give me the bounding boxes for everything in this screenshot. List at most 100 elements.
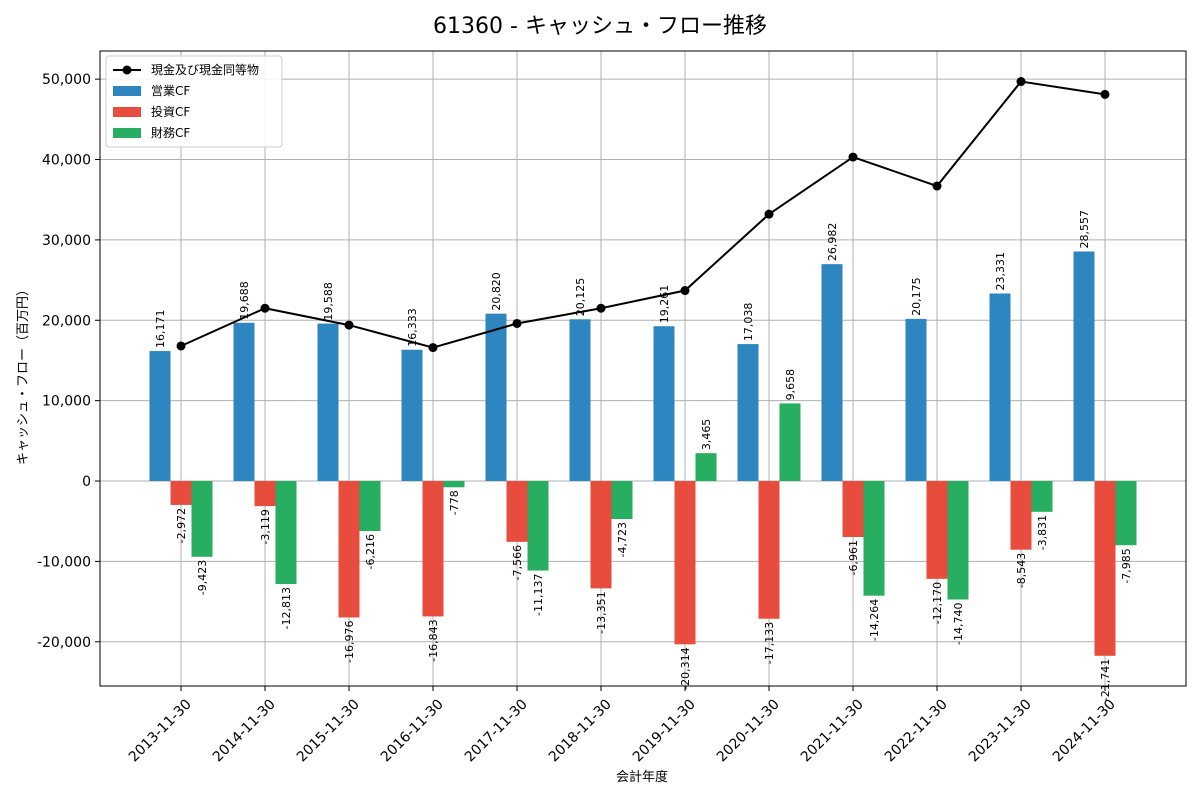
x-axis-label: 会計年度 [616,769,668,785]
bar [1010,481,1032,550]
chart-title: 61360 - キャッシュ・フロー推移 [433,14,767,39]
bar-value-label: 19,261 [658,285,671,324]
bar [821,264,843,482]
bar-value-label: -3,831 [1036,515,1049,550]
bar [989,293,1011,482]
bar [737,344,759,482]
legend-box [105,55,283,148]
legend-entry-label: 現金及び現金同等物 [151,62,259,77]
bar [359,481,381,531]
bar [842,481,864,537]
x-tick-label: 2020-11-30 [714,696,783,765]
cash-line-marker [344,320,354,330]
legend-entry-label: 財務CF [151,125,190,140]
bar-value-label: -8,543 [1015,553,1028,588]
x-tick-label: 2024-11-30 [1050,696,1119,765]
cash-line-marker [1016,77,1026,87]
bar-value-label: -4,723 [616,522,629,557]
bar [590,481,612,589]
x-tick-label: 2013-11-30 [126,696,195,765]
bar-value-label: -14,264 [868,599,881,641]
x-tick-label: 2017-11-30 [462,696,531,765]
cash-line-marker [1100,89,1110,99]
cash-line-marker [680,286,690,296]
bar [758,481,780,619]
bar [275,481,297,585]
x-tick-label: 2021-11-30 [798,696,867,765]
bar [1094,481,1116,656]
bar-value-label: -778 [448,490,461,515]
bar-value-label: -9,423 [196,560,209,595]
y-tick-label: 0 [82,474,91,490]
x-tick-label: 2014-11-30 [210,696,279,765]
bar-value-label: 16,333 [406,308,419,347]
bar [254,481,276,507]
bar-value-label: -16,976 [343,620,356,662]
bar-value-label: 20,175 [910,277,923,316]
bar [233,322,255,482]
plot-frame [99,50,1187,687]
bar [947,481,969,600]
bar-value-label: 19,588 [322,282,335,321]
bar-value-label: 26,982 [826,223,839,262]
bar [401,349,423,482]
x-tick-label: 2015-11-30 [294,696,363,765]
y-tick-label: 20,000 [42,313,91,329]
y-axis-label: キャッシュ・フロー（百万円） [16,283,31,465]
bar-value-label: -6,961 [847,540,860,575]
bar-value-label: -6,216 [364,534,377,569]
bar [653,326,675,482]
bar-value-label: 17,038 [742,303,755,342]
bar [905,318,927,482]
bar-value-label: -3,119 [259,509,272,544]
legend-entry-label: 投資CF [151,104,190,119]
bar [674,481,696,645]
y-tick-label: 40,000 [42,153,91,169]
cash-line-marker [932,181,942,191]
cash-line-marker [428,343,438,353]
bar [338,481,360,618]
legend-bar-swatch [113,86,141,96]
bar-value-label: 9,658 [784,369,797,401]
bar [1031,481,1053,512]
bar-value-label: -12,813 [280,587,293,629]
bar-value-label: -16,843 [427,619,440,661]
bar [485,313,507,482]
x-tick-label: 2016-11-30 [378,696,447,765]
bar-value-label: 20,125 [574,278,587,317]
bar [863,481,885,596]
y-tick-label: 30,000 [42,233,91,249]
x-tick-label: 2019-11-30 [630,696,699,765]
bar-value-label: -17,133 [763,622,776,664]
bar [506,481,528,542]
bar [611,481,633,519]
cash-line-marker [260,303,270,313]
y-tick-label: 10,000 [42,394,91,410]
bar [527,481,549,571]
bar-value-label: -21,741 [1099,659,1112,701]
bar-value-label: 16,171 [154,310,167,349]
bars [149,251,1137,656]
bar [317,323,339,482]
bar-value-label: -7,566 [511,545,524,580]
y-tick-label: 50,000 [42,72,91,88]
bar [191,481,213,557]
bar [926,481,948,579]
bar-value-label: 20,820 [490,272,503,311]
legend-marker-swatch [122,65,132,75]
bar [695,453,717,482]
bar-value-label: 19,688 [238,281,251,320]
x-tick-label: 2022-11-30 [882,696,951,765]
legend-entry-label: 営業CF [151,84,190,98]
bar [1115,481,1137,546]
legend-bar-swatch [113,128,141,138]
bar-value-label: -13,351 [595,591,608,633]
bar-value-label: 28,557 [1078,210,1091,249]
cash-line-marker [848,152,858,162]
y-tick-label: -10,000 [37,554,91,570]
bar-value-label: 3,465 [700,419,713,451]
cash-line-marker [512,318,522,328]
cash-line-marker [176,341,186,351]
